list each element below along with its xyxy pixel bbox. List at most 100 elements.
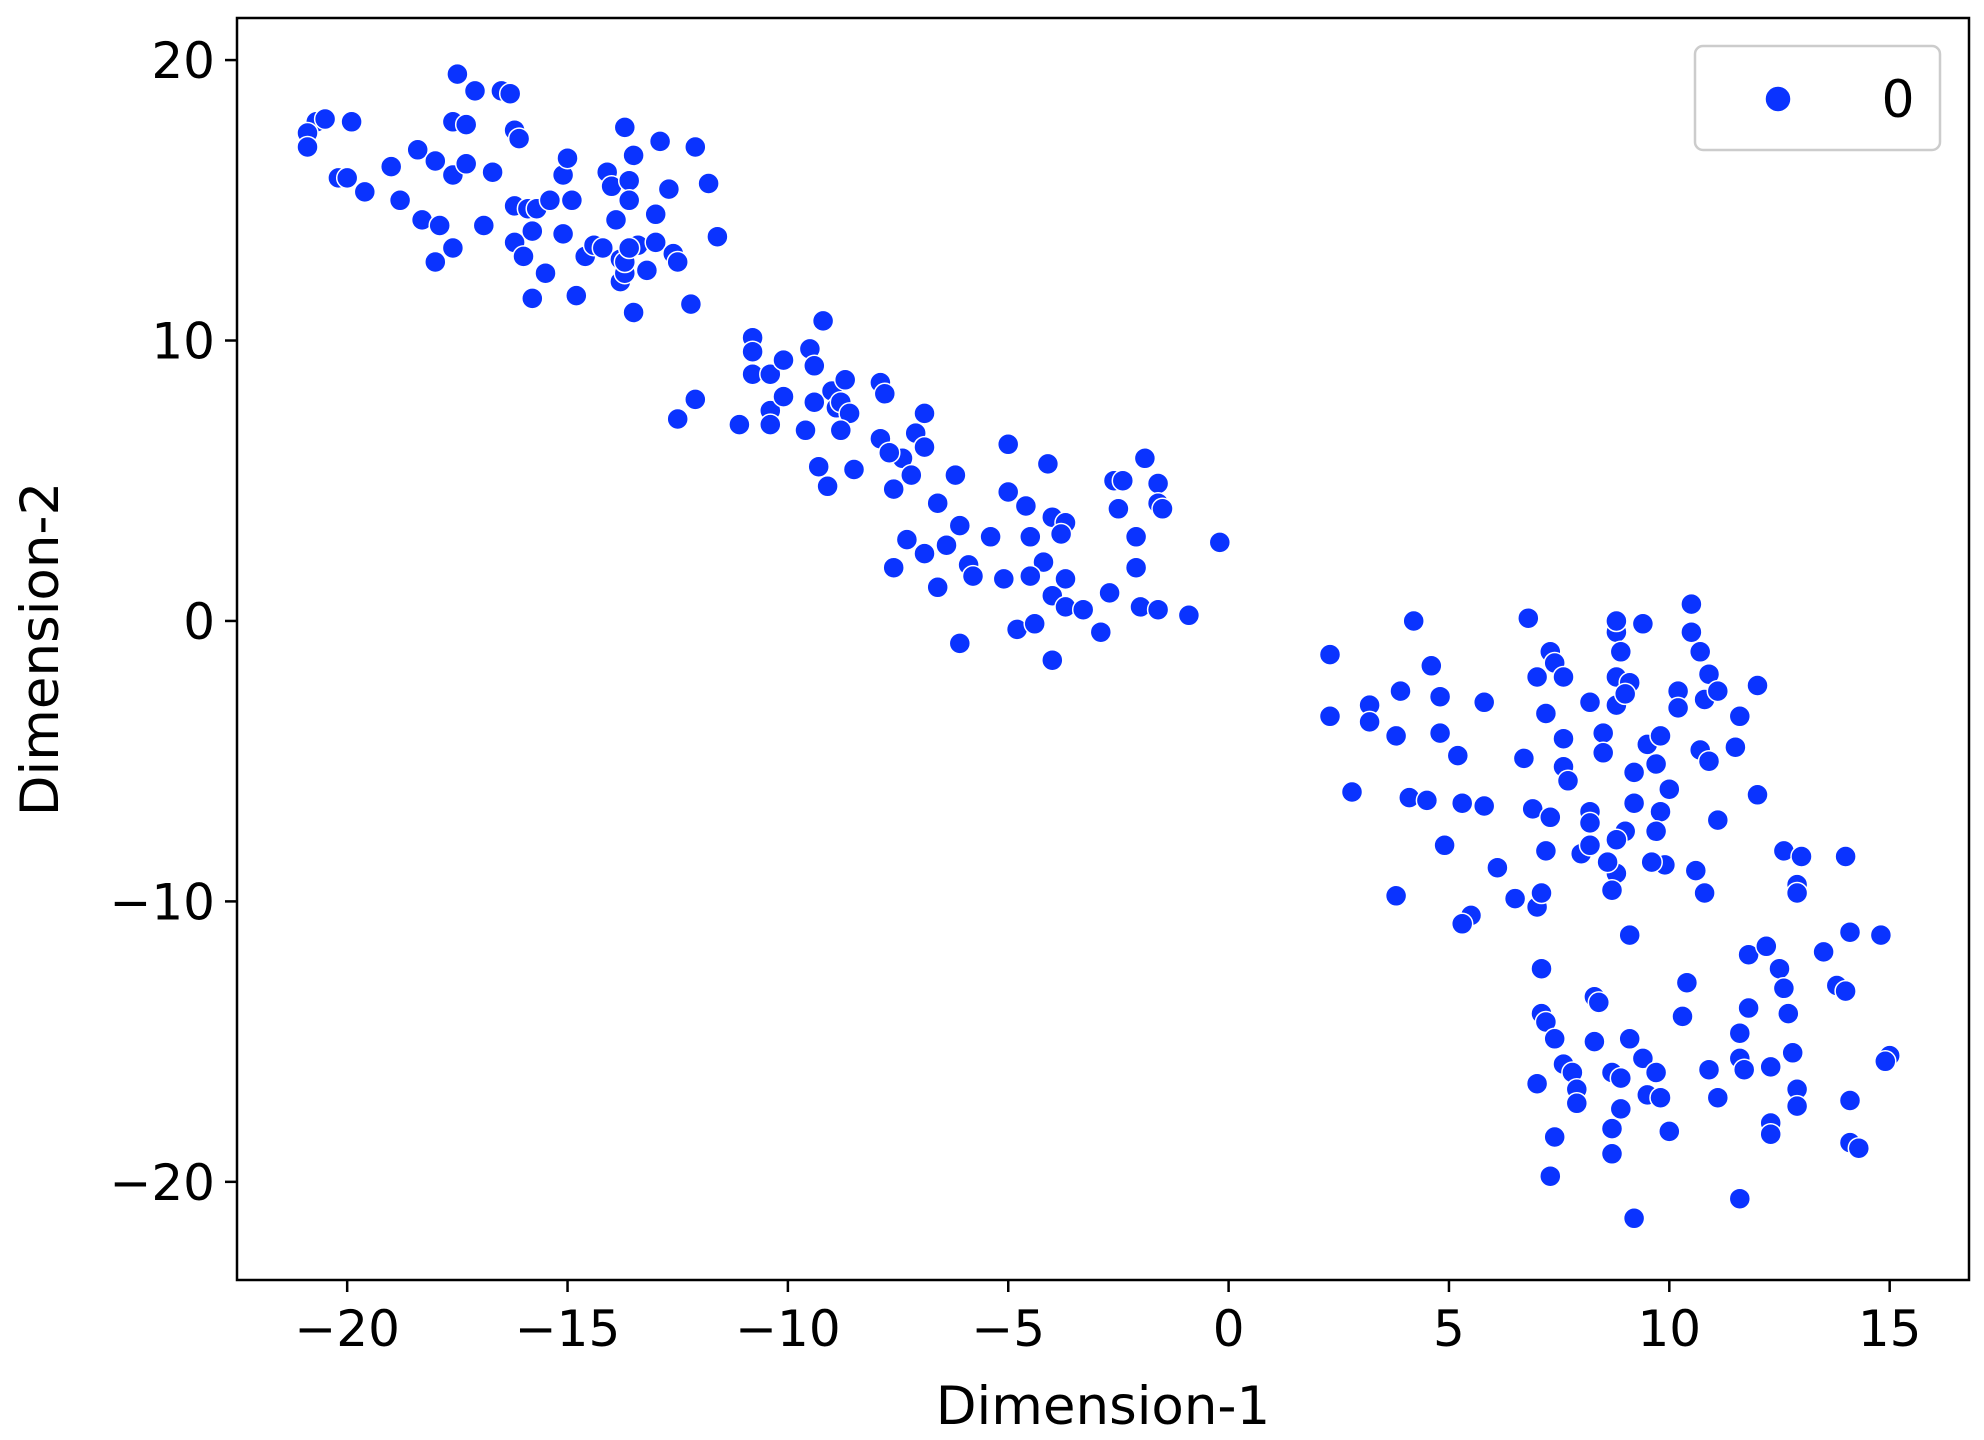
data-point — [1622, 791, 1646, 815]
data-point — [472, 214, 496, 237]
data-point — [1446, 744, 1470, 767]
data-point — [1428, 721, 1452, 745]
data-point — [1658, 1120, 1681, 1143]
data-point — [635, 259, 659, 282]
legend: 0 — [1693, 44, 1942, 152]
data-point — [1032, 550, 1055, 574]
data-point — [1785, 881, 1809, 905]
data-point — [1693, 881, 1716, 905]
data-point — [512, 245, 535, 268]
y-tick-label: 20 — [151, 32, 215, 90]
data-point — [803, 390, 826, 414]
data-point — [1389, 679, 1412, 703]
data-point — [560, 189, 584, 212]
data-point — [1697, 1058, 1721, 1081]
y-tick-label: −20 — [109, 1154, 215, 1212]
data-point — [617, 189, 641, 212]
data-point — [759, 362, 782, 386]
data-point — [1728, 1021, 1752, 1045]
data-point — [1746, 674, 1769, 697]
data-point — [1023, 612, 1046, 636]
data-point — [1697, 749, 1721, 773]
x-tick-label: 5 — [1433, 1300, 1465, 1358]
data-point — [1706, 679, 1730, 703]
data-point — [1605, 609, 1628, 633]
data-point — [1472, 691, 1496, 714]
data-point — [1098, 581, 1121, 605]
legend-label: 0 — [1881, 70, 1914, 130]
data-point — [521, 287, 544, 310]
data-point — [534, 261, 557, 285]
plot-frame — [235, 16, 1971, 1282]
data-point — [878, 441, 901, 464]
data-point — [1706, 1086, 1730, 1109]
x-tick-label: −20 — [294, 1300, 400, 1358]
data-point — [1578, 834, 1602, 857]
data-point — [935, 533, 958, 557]
x-tick-label: −15 — [515, 1300, 621, 1358]
data-point — [1609, 1066, 1633, 1090]
data-point — [1318, 643, 1342, 666]
data-point — [816, 475, 839, 498]
data-point — [1790, 845, 1813, 868]
data-point — [1649, 724, 1672, 748]
data-point — [1318, 705, 1342, 728]
data-point — [1583, 1030, 1606, 1053]
data-point — [948, 632, 972, 655]
data-point — [1177, 604, 1201, 627]
data-point — [913, 402, 936, 425]
data-point — [1014, 494, 1038, 518]
data-point — [882, 477, 905, 501]
data-point — [1755, 935, 1778, 958]
data-point — [1640, 850, 1663, 874]
data-point — [1107, 497, 1130, 521]
data-point — [1680, 620, 1703, 644]
data-point — [644, 231, 667, 254]
data-point — [1071, 598, 1095, 621]
data-point — [1618, 923, 1641, 947]
data-point — [335, 166, 359, 190]
data-point — [992, 567, 1016, 591]
data-point — [895, 528, 919, 551]
data-point — [1450, 912, 1474, 936]
data-point — [772, 385, 795, 408]
data-point — [666, 407, 689, 431]
data-point — [913, 542, 936, 565]
data-point — [1146, 598, 1170, 621]
data-point — [728, 413, 751, 436]
data-point — [1671, 1005, 1694, 1028]
data-point — [1525, 665, 1549, 689]
y-tick-label: −10 — [109, 873, 215, 931]
data-point — [1666, 696, 1690, 720]
data-point — [1688, 640, 1712, 664]
data-point — [648, 130, 672, 153]
data-point — [1019, 525, 1042, 549]
data-point — [424, 149, 447, 173]
data-point — [684, 388, 707, 411]
data-point — [1644, 820, 1668, 843]
data-point — [1649, 800, 1672, 823]
data-point — [1600, 1117, 1624, 1140]
data-point — [1539, 1164, 1562, 1188]
data-point — [604, 208, 628, 232]
data-point — [926, 576, 949, 599]
data-point — [1732, 1058, 1756, 1081]
data-point — [1785, 1094, 1809, 1118]
data-point — [1151, 497, 1174, 521]
data-point — [1089, 620, 1113, 644]
data-point — [507, 127, 531, 150]
data-point — [617, 169, 641, 192]
x-tick-label: 0 — [1213, 1300, 1245, 1358]
data-point — [803, 354, 826, 378]
data-point — [706, 225, 729, 248]
data-point — [1486, 856, 1509, 879]
data-point — [1591, 741, 1615, 765]
data-point — [772, 348, 795, 372]
data-point — [1534, 702, 1558, 725]
data-point — [379, 155, 403, 178]
data-point — [1340, 780, 1364, 804]
data-point — [666, 250, 689, 274]
data-point — [1838, 920, 1862, 944]
data-point — [829, 419, 853, 442]
x-axis-label: Dimension-1 — [936, 1376, 1271, 1437]
